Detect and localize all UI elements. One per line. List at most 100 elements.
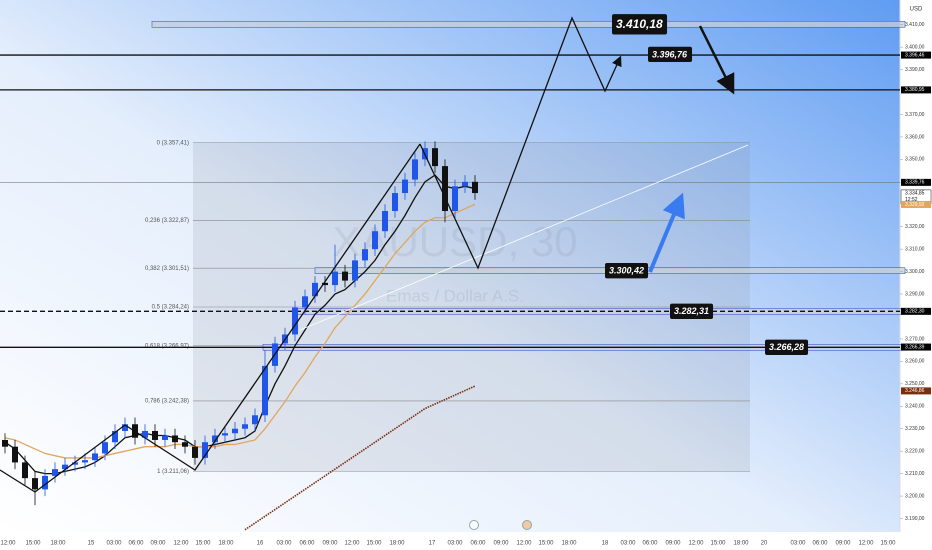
y-tick-label: 3.220,00: [905, 449, 925, 455]
candle-body: [102, 442, 108, 454]
x-tick-label: 12:00: [858, 541, 874, 547]
y-tick-label: 3.400,00: [905, 44, 925, 50]
fib-layer: 0 (3.357,41) 0,236 (3.322,87) 0,382 (3.301…: [145, 140, 750, 475]
candle-body: [162, 435, 168, 440]
candle-body: [462, 181, 468, 187]
fib-label: 0.5 (3.284,24): [152, 305, 189, 311]
x-tick-label: 18:00: [733, 541, 749, 547]
level-callout: [612, 14, 668, 35]
time-axis: [0, 532, 932, 550]
candle-body: [212, 435, 218, 443]
candle-body: [362, 249, 368, 261]
x-tick-label: 15:00: [195, 541, 211, 547]
projection-path: [419, 16, 622, 270]
x-tick-label: 03:00: [620, 541, 636, 547]
fib-label: 0,618 (3.266,97): [145, 343, 189, 349]
candle-body: [312, 282, 318, 297]
plot-background: [0, 0, 900, 532]
x-tick-label: 03:00: [447, 541, 463, 547]
candle-body: [352, 260, 358, 281]
candle-body: [452, 186, 458, 212]
level-callout-label: 3.266,28: [769, 342, 804, 352]
price-label-bg: [901, 51, 931, 59]
x-tick-label: 15:00: [880, 541, 896, 547]
fib-label: 0 (3.357,41): [157, 140, 189, 146]
candle-body: [32, 478, 38, 490]
price-label-bg: [901, 387, 931, 395]
ema-line: [4, 203, 476, 459]
x-tick-label: 03:00: [106, 541, 122, 547]
x-tick-label: 15: [88, 541, 95, 547]
price-label: 3.380,95: [905, 87, 925, 93]
y-tick-label: 3.300,00: [905, 269, 925, 275]
fib-label: 0,382 (3.301,51): [145, 266, 189, 272]
candle-body: [322, 282, 328, 286]
x-tick-label: 15:00: [366, 541, 382, 547]
candle-body: [442, 166, 448, 212]
candle-body: [52, 469, 58, 476]
price-label-bg: [901, 86, 931, 94]
trend-line: [299, 144, 749, 331]
candle-body: [62, 464, 68, 470]
fib-label: 0,236 (3.322,87): [145, 218, 189, 224]
x-tick-label: 20: [761, 541, 768, 547]
candle-body: [152, 430, 158, 440]
y-tick-label: 3.370,00: [905, 112, 925, 118]
price-label-bg: [901, 307, 931, 315]
candle-body: [252, 415, 258, 425]
price-label-bg: [901, 343, 931, 351]
level-callout-label: 3.282,31: [674, 306, 709, 316]
event-icon[interactable]: [522, 520, 532, 530]
y-tick-label: 3.240,00: [905, 404, 925, 410]
y-tick-label: 3.230,00: [905, 426, 925, 432]
candle-body: [192, 446, 198, 458]
down-arrow: [698, 25, 735, 95]
x-tick-label: 12:00: [688, 541, 704, 547]
x-tick-label: 09:00: [322, 541, 338, 547]
candle-body: [262, 365, 268, 416]
candle-body: [42, 475, 48, 490]
x-tick-label: 12:00: [0, 541, 16, 547]
up-arrow: [648, 192, 685, 273]
candle-body: [72, 462, 78, 465]
x-tick-label: 17: [429, 541, 436, 547]
candle-body: [372, 231, 378, 250]
candle-body: [232, 428, 238, 434]
y-tick-label: 3.190,00: [905, 516, 925, 522]
price-label: 3.266,39: [905, 344, 925, 350]
x-tick-label: 18:00: [218, 541, 234, 547]
candle-body: [2, 439, 8, 447]
x-tick-label: 03:00: [790, 541, 806, 547]
fib-label: 1 (3.211,06): [157, 469, 189, 475]
candle-body: [382, 211, 388, 232]
currency: USD: [910, 7, 923, 13]
zigzag: [0, 143, 421, 493]
event-icon[interactable]: [469, 520, 479, 530]
candle-body: [242, 424, 248, 429]
candle-body: [142, 430, 148, 438]
x-tick-label: 06:00: [812, 541, 828, 547]
candle-body: [12, 446, 18, 463]
candle-body: [112, 430, 118, 443]
x-tick-label: 09:00: [150, 541, 166, 547]
labels-layer: 3.410,00 3.400,00 3.390,00 3.370,00 3.360,00…: [0, 14, 932, 547]
y-tick-label: 3.310,00: [905, 246, 925, 252]
ema-line: [244, 385, 476, 531]
level-callout: [765, 339, 809, 355]
level-callout-label: 3.300,42: [609, 266, 644, 276]
x-tick-label: 09:00: [493, 541, 509, 547]
candle-body: [472, 181, 478, 194]
level-callout: [605, 263, 649, 279]
countdown: 12:52: [905, 197, 918, 203]
candle-body: [122, 424, 128, 431]
candle-body: [202, 442, 208, 458]
candle-body: [292, 307, 298, 335]
x-tick-label: 18:00: [50, 541, 66, 547]
watermark-description: Emas / Dollar A.S.: [386, 286, 524, 305]
y-tick-label: 3.350,00: [905, 157, 925, 163]
candle-body: [92, 453, 98, 461]
candle-body: [332, 271, 338, 286]
price-label: 3.329,92: [905, 202, 925, 208]
x-tick-label: 09:00: [835, 541, 851, 547]
